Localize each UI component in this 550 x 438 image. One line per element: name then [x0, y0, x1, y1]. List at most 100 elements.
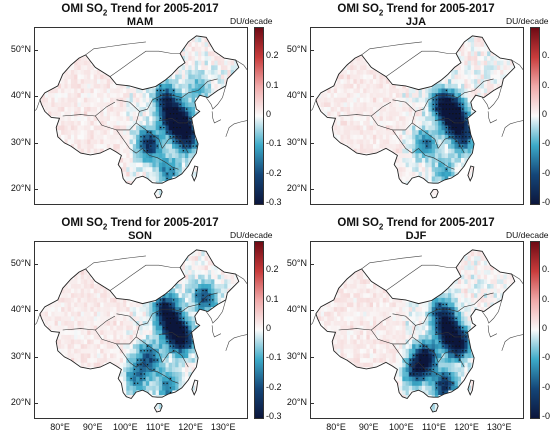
trend-cell	[123, 380, 127, 386]
trend-cell	[152, 334, 156, 340]
trend-cell	[421, 380, 426, 386]
trend-cell	[54, 325, 59, 331]
trend-cell	[477, 88, 481, 94]
significance-dot	[426, 373, 428, 375]
trend-cell	[408, 92, 413, 98]
trend-cell	[155, 376, 160, 382]
trend-cell	[67, 102, 72, 107]
trend-cell	[57, 325, 62, 331]
significance-dot	[439, 303, 441, 306]
significance-dot	[455, 126, 457, 129]
trend-cell	[474, 260, 478, 266]
trend-cell	[178, 153, 183, 158]
significance-dot	[172, 299, 175, 301]
trend-cell	[451, 297, 455, 303]
trend-cell	[376, 362, 380, 368]
trend-cell	[57, 348, 62, 354]
trend-cell	[366, 320, 370, 326]
significance-dot	[163, 382, 165, 384]
trend-cell	[211, 78, 215, 84]
trend-cell	[97, 353, 101, 359]
trend-cell	[359, 302, 364, 308]
significance-dot	[176, 99, 178, 101]
trend-cell	[207, 92, 212, 98]
trend-cell	[457, 283, 462, 289]
trend-cell	[142, 343, 147, 349]
trend-cell	[337, 330, 341, 335]
trend-cell	[139, 385, 143, 391]
trend-cell	[198, 292, 202, 298]
trend-cell	[337, 325, 341, 331]
trend-cell	[350, 353, 354, 359]
trend-cell	[474, 288, 478, 294]
trend-cell	[395, 302, 400, 308]
trend-cell	[103, 353, 108, 359]
trend-cell	[428, 330, 432, 335]
trend-cell	[467, 251, 472, 257]
trend-cell	[126, 157, 130, 163]
trend-cell	[87, 343, 91, 349]
trend-cell	[448, 88, 452, 94]
trend-cell	[162, 353, 166, 359]
trend-cells	[315, 37, 514, 198]
trend-cell	[470, 143, 475, 149]
trend-cell	[434, 348, 439, 354]
trend-cell	[457, 380, 462, 386]
trend-cell	[54, 306, 59, 312]
trend-cell	[353, 283, 357, 289]
trend-cell	[155, 297, 160, 303]
trend-cell	[123, 166, 127, 172]
trend-cell	[234, 279, 238, 284]
trend-cell	[389, 120, 393, 126]
trend-cell	[162, 83, 166, 89]
trend-cell	[418, 380, 423, 386]
province-borders	[62, 78, 218, 170]
trend-cell	[340, 111, 344, 117]
trend-cell	[136, 157, 140, 163]
trend-cell	[113, 111, 117, 117]
trend-cell	[155, 139, 160, 145]
trend-cell	[461, 311, 465, 317]
trend-cell	[418, 116, 423, 121]
trend-cell	[74, 129, 78, 135]
trend-cell	[395, 376, 400, 382]
trend-cell	[389, 88, 393, 94]
trend-cell	[100, 316, 104, 321]
trend-cell	[142, 339, 147, 345]
trend-cell	[353, 316, 357, 321]
province-border	[411, 336, 439, 363]
trend-cell	[123, 320, 127, 326]
trend-cell	[438, 162, 442, 168]
province-borders	[338, 78, 494, 170]
trend-cell	[103, 311, 108, 317]
trend-cell	[346, 143, 351, 149]
trend-cell	[188, 292, 192, 298]
trend-cell	[191, 102, 196, 107]
trend-cell	[110, 125, 114, 131]
trend-cells	[315, 251, 514, 412]
trend-cell	[70, 129, 75, 135]
trend-cell	[382, 97, 387, 103]
trend-cell	[87, 78, 91, 84]
trend-cell	[90, 348, 94, 354]
trend-cell	[100, 292, 104, 298]
trend-cell	[132, 330, 137, 335]
significance-dot	[182, 345, 185, 347]
trend-cell	[119, 339, 124, 345]
significance-dot	[432, 108, 434, 110]
trend-cell	[191, 274, 196, 280]
trend-cell	[333, 316, 338, 321]
trend-cell	[181, 69, 186, 75]
trend-cell	[500, 65, 504, 70]
trend-cell	[412, 302, 416, 308]
trend-cell	[461, 269, 465, 275]
trend-cell	[470, 55, 475, 61]
lat-tick-mark	[311, 96, 314, 98]
trend-cell	[359, 357, 364, 363]
trend-cell	[175, 302, 179, 308]
province-border	[135, 122, 163, 149]
trend-cell	[172, 325, 176, 331]
trend-cell	[428, 92, 432, 98]
borders	[39, 249, 240, 413]
trend-cell	[363, 288, 367, 294]
